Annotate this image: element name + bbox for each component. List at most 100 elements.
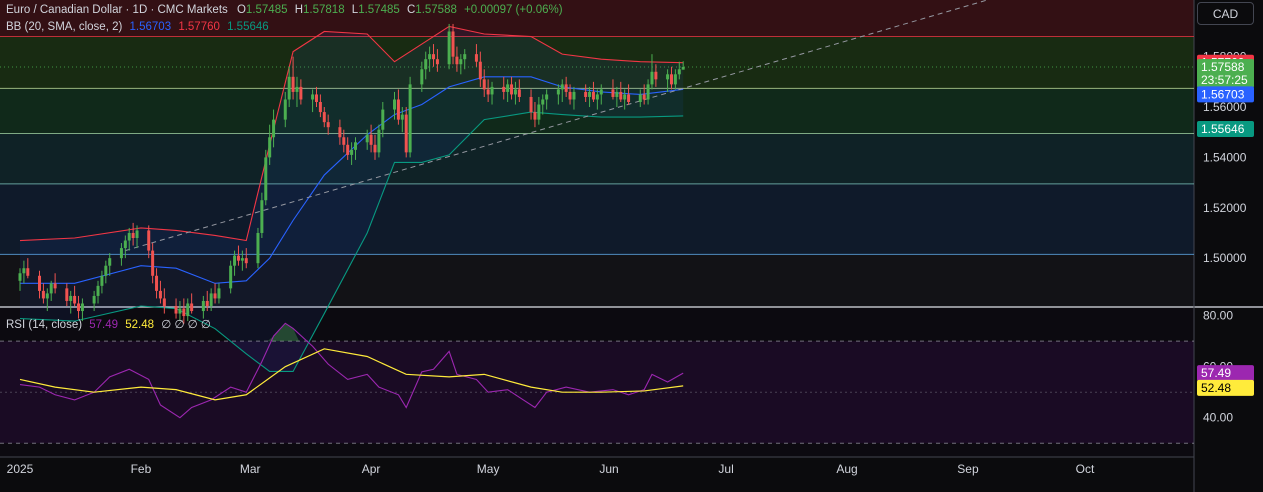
rsi-legend: RSI (14, close) 57.49 52.48 ∅ ∅ ∅ ∅ xyxy=(6,317,211,331)
candle-body xyxy=(322,112,326,123)
candle-body xyxy=(69,295,73,301)
candle xyxy=(478,51,482,87)
candle-body xyxy=(233,255,237,266)
candle-body xyxy=(533,112,537,120)
bb-basis-value: 1.56703 xyxy=(129,21,172,33)
candle-body xyxy=(18,273,22,281)
candle xyxy=(318,94,322,118)
candle-body xyxy=(104,265,108,276)
candle xyxy=(209,288,213,312)
candle xyxy=(311,89,315,113)
time-tick-label: May xyxy=(477,462,500,476)
candle xyxy=(599,84,603,105)
candle xyxy=(623,89,627,110)
candle-body xyxy=(545,94,549,100)
candle-body xyxy=(474,54,478,62)
candle xyxy=(455,46,459,72)
bb-upper-line xyxy=(19,25,684,242)
symbol-legend: Euro / Canadian Dollar · 1D · CMC Market… xyxy=(6,4,563,16)
candle-body xyxy=(591,91,595,100)
candle xyxy=(400,107,404,133)
candle-body xyxy=(217,288,221,299)
rsi-value: 57.49 xyxy=(89,319,119,331)
candle xyxy=(155,268,159,299)
candle xyxy=(73,285,77,306)
candle-body xyxy=(673,74,677,85)
candle-body xyxy=(236,255,240,261)
candle-body xyxy=(151,250,155,276)
candle-body xyxy=(45,293,49,299)
time-tick-label: Sep xyxy=(957,462,979,476)
candle xyxy=(151,243,155,284)
rsi-tick-label: 80.00 xyxy=(1203,309,1233,323)
candle xyxy=(131,222,135,246)
candle xyxy=(654,64,658,87)
candle xyxy=(283,91,287,128)
candle-body xyxy=(482,79,486,90)
candle-body xyxy=(240,258,244,261)
candle xyxy=(533,102,537,128)
candle-body xyxy=(681,67,685,70)
candle-body xyxy=(96,285,100,296)
candle-body xyxy=(342,137,346,145)
candle-body xyxy=(80,303,84,312)
candle xyxy=(233,250,237,276)
candle xyxy=(541,94,545,115)
candle-body xyxy=(365,134,369,143)
candle-body xyxy=(100,275,104,286)
time-tick-label: Feb xyxy=(131,462,152,476)
basis-badge-bg xyxy=(1197,86,1254,103)
price-zone xyxy=(0,133,1194,184)
candle-body xyxy=(615,91,619,97)
price-tick-label: 1.52000 xyxy=(1203,201,1247,215)
candle xyxy=(295,76,299,108)
candle-body xyxy=(373,144,377,153)
candle xyxy=(619,81,623,102)
candle xyxy=(69,290,73,314)
candle-body xyxy=(517,89,521,97)
candle-body xyxy=(73,295,77,304)
candle xyxy=(65,283,69,306)
candle xyxy=(646,79,650,105)
candle xyxy=(556,84,560,105)
candle xyxy=(474,44,478,67)
candle xyxy=(666,69,670,92)
candle xyxy=(201,295,205,319)
candle-body xyxy=(369,134,373,145)
currency-button[interactable]: CAD xyxy=(1197,2,1254,25)
candle-body xyxy=(627,94,631,102)
bb-label: BB (20, SMA, close, 2) xyxy=(6,21,123,33)
candle xyxy=(127,227,131,251)
candle xyxy=(186,298,190,322)
candle xyxy=(369,124,373,153)
candle-body xyxy=(400,114,404,120)
candle xyxy=(396,89,400,125)
candle xyxy=(135,225,139,249)
low-value: 1.57485 xyxy=(358,4,400,16)
candle xyxy=(408,76,412,158)
candle xyxy=(381,102,385,138)
rsi-ma-line xyxy=(19,348,684,401)
candle xyxy=(104,260,108,284)
candle-body xyxy=(556,89,560,95)
candle-body xyxy=(260,200,264,233)
candle xyxy=(502,76,506,100)
candle xyxy=(506,79,510,102)
candle xyxy=(564,76,568,97)
candle xyxy=(77,295,81,319)
candle xyxy=(451,23,455,65)
rsi-ma-badge-bg xyxy=(1197,379,1254,396)
candle-body xyxy=(291,76,295,92)
candle xyxy=(147,225,151,259)
candle xyxy=(256,227,260,269)
candle xyxy=(123,235,127,259)
candle-body xyxy=(353,142,357,150)
candle-body xyxy=(119,248,123,259)
candle xyxy=(182,298,186,324)
change-value: +0.00097 (+0.06%) xyxy=(464,4,563,16)
candle-body xyxy=(287,76,291,100)
candle-body xyxy=(502,86,506,92)
candle xyxy=(459,54,463,75)
candle-body xyxy=(244,258,248,264)
